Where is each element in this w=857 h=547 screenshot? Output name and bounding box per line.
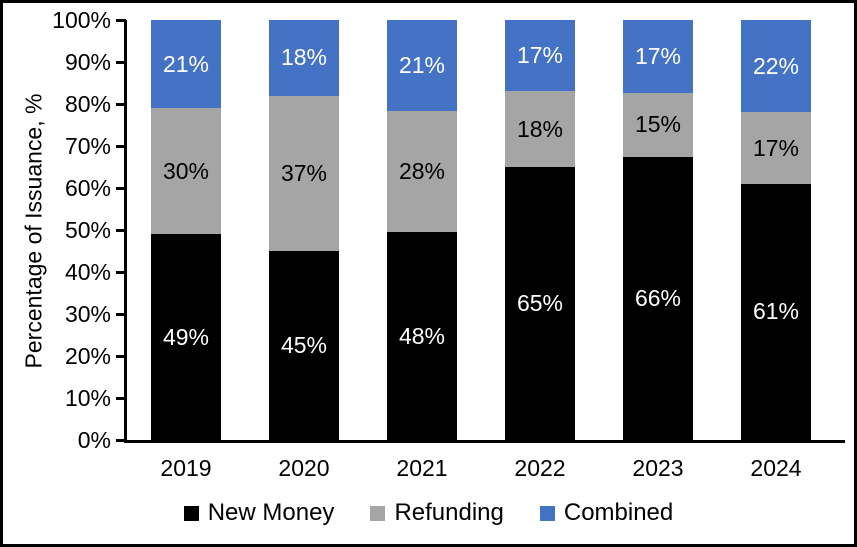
y-tick-mark — [116, 313, 126, 316]
y-tick-mark — [116, 397, 126, 400]
y-tick-mark — [116, 187, 126, 190]
bar-segment-combined: 22% — [741, 20, 811, 113]
bar-segment-new-money: 61% — [741, 183, 811, 440]
y-tick-label: 10% — [64, 385, 111, 411]
y-tick-label: 60% — [64, 175, 111, 201]
x-axis-category-label: 2019 — [160, 455, 212, 481]
legend-label: Combined — [563, 499, 674, 526]
y-tick-label: 20% — [64, 343, 111, 369]
y-tick-label: 70% — [64, 133, 111, 159]
bar-segment-new-money: 45% — [269, 251, 339, 440]
legend-swatch-icon — [539, 505, 555, 521]
data-label: 45% — [280, 332, 328, 358]
legend-item-combined: Combined — [539, 499, 674, 527]
legend-item-new-money: New Money — [183, 499, 335, 527]
y-tick-mark — [116, 19, 126, 22]
y-tick-label: 80% — [64, 91, 111, 117]
x-axis-line — [124, 440, 845, 443]
bar-segment-new-money: 48% — [387, 232, 457, 440]
x-axis-category-label: 2020 — [278, 455, 330, 481]
data-label: 65% — [516, 290, 564, 316]
bar-segment-new-money: 66% — [623, 157, 693, 440]
legend-label: Refunding — [394, 499, 504, 526]
legend-swatch-icon — [370, 505, 386, 521]
bar-segment-combined: 18% — [269, 20, 339, 96]
bar-segment-refunding: 37% — [269, 95, 339, 251]
data-label: 21% — [398, 51, 446, 78]
legend-swatch-icon — [183, 505, 199, 521]
x-axis-category-label: 2022 — [514, 455, 566, 481]
y-tick-label: 100% — [52, 7, 111, 33]
bar-segment-refunding: 30% — [151, 108, 221, 235]
bar-segment-new-money: 65% — [505, 167, 575, 440]
legend-label: New Money — [207, 499, 335, 526]
x-axis-category-label: 2021 — [396, 455, 448, 481]
y-axis-line — [124, 20, 127, 443]
data-label: 66% — [634, 285, 682, 312]
data-label: 18% — [280, 44, 328, 71]
y-tick-mark — [116, 145, 126, 148]
bar-segment-combined: 21% — [151, 20, 221, 109]
y-tick-label: 50% — [64, 217, 111, 243]
data-label: 37% — [280, 159, 328, 186]
data-label: 21% — [162, 50, 210, 77]
y-tick-mark — [116, 355, 126, 358]
data-label: 49% — [162, 323, 210, 350]
y-tick-mark — [116, 103, 126, 106]
data-label: 28% — [398, 158, 446, 185]
data-label: 48% — [398, 322, 446, 349]
data-label: 15% — [634, 111, 682, 138]
bar-segment-new-money: 49% — [151, 234, 221, 440]
bar-segment-refunding: 17% — [741, 112, 811, 184]
y-tick-label: 40% — [64, 259, 111, 285]
data-label: 17% — [752, 134, 800, 161]
data-label: 22% — [752, 52, 800, 79]
legend-item-refunding: Refunding — [370, 499, 504, 527]
y-tick-mark — [116, 229, 126, 232]
x-axis-category-label: 2024 — [750, 455, 802, 481]
legend: New Money Refunding Combined — [3, 499, 854, 527]
bar-segment-combined: 17% — [623, 20, 693, 93]
y-tick-label: 30% — [64, 301, 111, 327]
y-tick-label: 90% — [64, 49, 111, 75]
data-label: 18% — [516, 115, 564, 142]
y-tick-mark — [116, 61, 126, 64]
bar-segment-combined: 17% — [505, 20, 575, 92]
data-label: 30% — [162, 157, 210, 184]
bar-segment-refunding: 18% — [505, 91, 575, 167]
y-tick-label: 0% — [77, 427, 111, 453]
bar-segment-combined: 21% — [387, 20, 457, 111]
bar-segment-refunding: 28% — [387, 110, 457, 233]
data-label: 17% — [516, 42, 564, 69]
data-label: 61% — [752, 298, 800, 325]
bar-segment-refunding: 15% — [623, 92, 693, 158]
y-tick-mark — [116, 271, 126, 274]
x-axis-category-label: 2023 — [632, 455, 684, 481]
data-label: 17% — [634, 42, 682, 69]
y-tick-mark — [116, 439, 126, 442]
